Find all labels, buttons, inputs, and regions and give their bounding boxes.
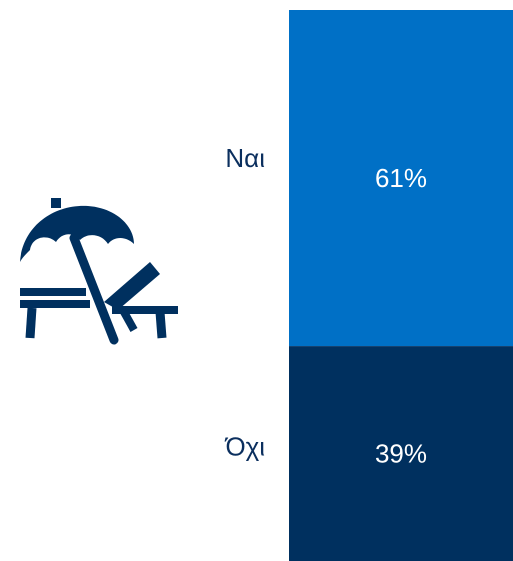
bar-segment-1 — [289, 346, 513, 561]
category-label-0: Ναι — [225, 143, 265, 173]
value-label-1: 39% — [375, 439, 427, 469]
value-label-0: 61% — [375, 163, 427, 193]
bar-segment-0 — [289, 10, 513, 347]
beach-umbrella-lounger-icon — [20, 198, 178, 345]
category-label-1: Όχι — [224, 432, 265, 462]
